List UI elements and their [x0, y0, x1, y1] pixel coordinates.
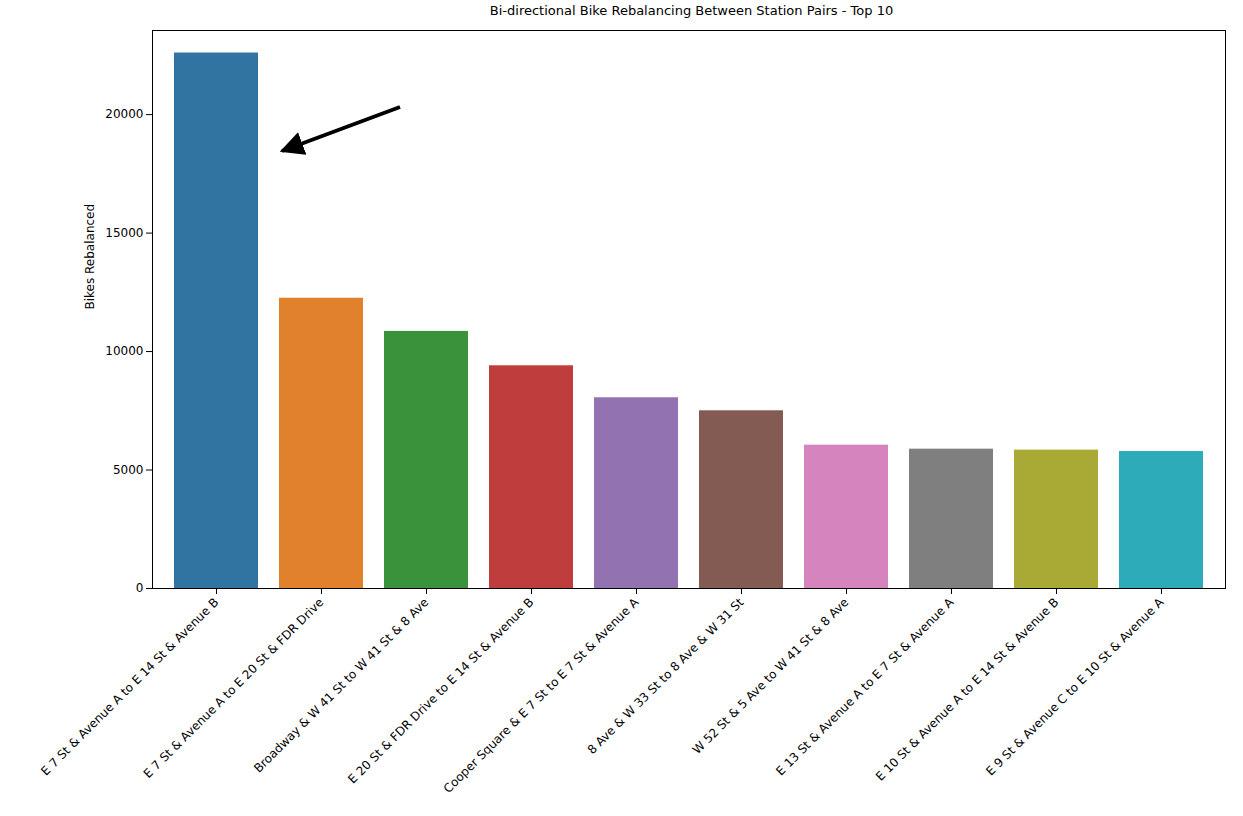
svg-text:Cooper Square & E 7 St to E 7: Cooper Square & E 7 St to E 7 St & Avenu… [441, 595, 642, 796]
svg-text:20000: 20000 [105, 107, 143, 121]
svg-text:8 Ave & W 33 St to 8 Ave & W 3: 8 Ave & W 33 St to 8 Ave & W 31 St [584, 595, 747, 757]
svg-text:E 20 St & FDR Drive to E 14 St: E 20 St & FDR Drive to E 14 St & Avenue … [345, 595, 536, 786]
svg-text:E 7 St & Avenue A to E 20 St &: E 7 St & Avenue A to E 20 St & FDR Drive [141, 595, 327, 781]
svg-text:0: 0 [136, 581, 144, 595]
svg-text:15000: 15000 [105, 226, 143, 240]
svg-text:E 7 St & Avenue A to E 14 St &: E 7 St & Avenue A to E 14 St & Avenue B [38, 595, 221, 778]
svg-text:5000: 5000 [113, 463, 144, 477]
html-text:Bi-directional Bike Rebalancin: Bi-directional Bike Rebalancing Between … [489, 3, 894, 18]
svg-text:Bikes Rebalanced: Bikes Rebalanced [83, 204, 97, 310]
svg-text:W 52 St & 5 Ave to W 41 St & 8: W 52 St & 5 Ave to W 41 St & 8 Ave [689, 595, 852, 757]
svg-text:E 9 St & Avenue C to E 10 St &: E 9 St & Avenue C to E 10 St & Avenue A [983, 595, 1167, 779]
svg-text:E 13 St & Avenue A to E 7 St &: E 13 St & Avenue A to E 7 St & Avenue A [773, 595, 957, 779]
svg-text:Broadway & W 41 St to W 41 St: Broadway & W 41 St to W 41 St & 8 Ave [251, 595, 431, 775]
svg-text:E 10 St & Avenue A to E 14 St: E 10 St & Avenue A to E 14 St & Avenue B [873, 595, 1061, 783]
svg-text:10000: 10000 [105, 344, 143, 358]
